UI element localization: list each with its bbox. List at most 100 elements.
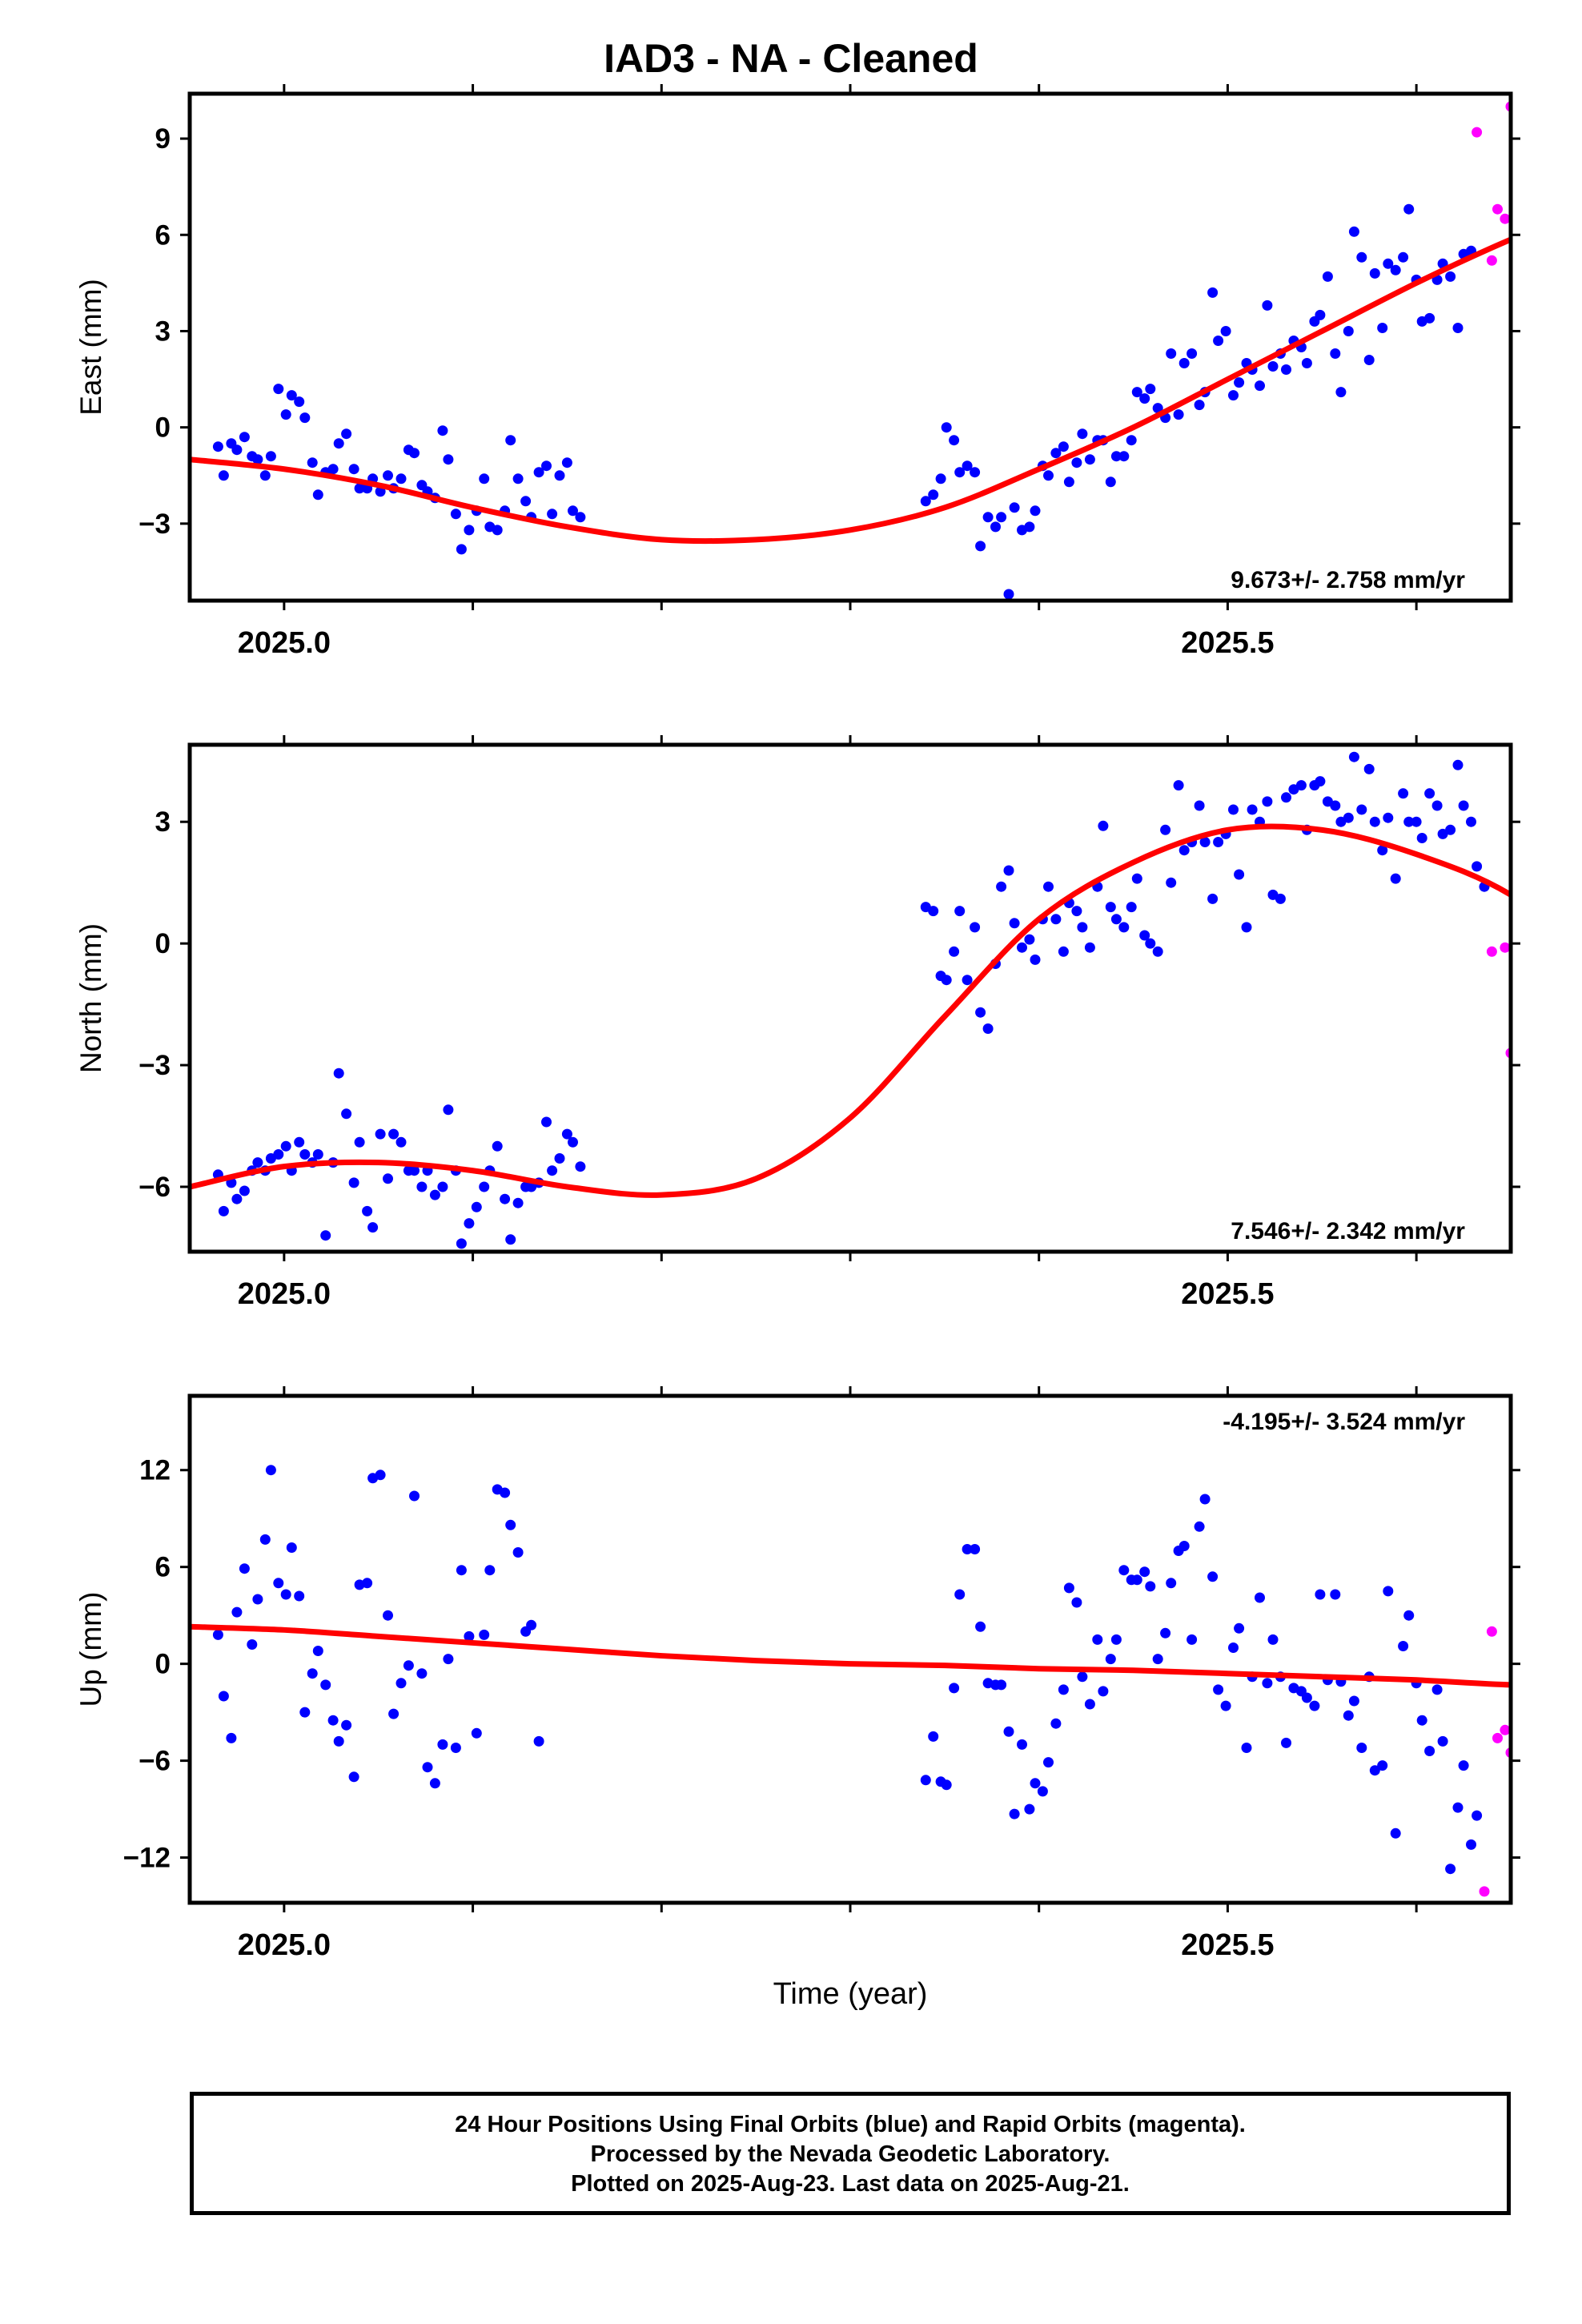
data-point (1369, 1765, 1380, 1776)
model-line (190, 823, 1511, 1198)
data-point (1356, 804, 1367, 815)
data-point (541, 460, 552, 472)
data-point (218, 1205, 229, 1216)
data-point (920, 496, 931, 507)
data-point (1560, 1031, 1571, 1042)
data-point (1398, 1641, 1409, 1651)
data-point (1519, 239, 1529, 250)
data-point (1377, 845, 1388, 856)
data-point (1255, 1592, 1265, 1603)
data-point (375, 486, 386, 497)
y-axis-label: Up (mm) (74, 1592, 107, 1707)
plot-frame (187, 742, 1513, 1254)
data-point (1024, 521, 1035, 533)
data-point (212, 441, 223, 452)
data-point (1017, 1739, 1027, 1750)
rate-label: 7.546+/- 2.342 mm/yr (1231, 1218, 1465, 1244)
data-point (1424, 788, 1435, 799)
data-point (1348, 226, 1359, 237)
data-point (362, 1205, 373, 1216)
data-point (252, 1157, 263, 1168)
data-point (568, 1136, 578, 1148)
y-tick-label: 3 (155, 316, 171, 347)
data-point (383, 1610, 393, 1621)
data-point (1131, 387, 1142, 398)
data-point (1024, 1803, 1035, 1815)
data-point (1105, 1654, 1116, 1665)
data-point (1437, 828, 1448, 839)
data-point (1255, 380, 1265, 392)
data-point (970, 922, 981, 933)
data-point (1534, 1562, 1544, 1572)
y-tick-label: −6 (139, 1746, 171, 1777)
data-point (231, 1606, 243, 1618)
data-point (1301, 358, 1312, 368)
data-point (471, 1727, 482, 1739)
data-point (492, 1140, 503, 1152)
data-point (1348, 1695, 1359, 1707)
data-point (1043, 1757, 1054, 1768)
data-point (312, 489, 323, 501)
data-point (484, 1565, 496, 1576)
data-point (1050, 1718, 1062, 1729)
data-point (1322, 271, 1333, 282)
data-point (1220, 326, 1231, 336)
data-point (1288, 784, 1299, 795)
data-point (1534, 179, 1544, 189)
data-point (464, 1630, 475, 1642)
data-point (505, 1519, 516, 1530)
y-tick-label: 3 (155, 806, 171, 838)
data-point (1526, 1463, 1536, 1474)
data-point (320, 1679, 331, 1691)
data-point (239, 1563, 250, 1574)
data-point (554, 470, 565, 481)
data-point (1547, 127, 1557, 138)
data-point (333, 1735, 344, 1747)
data-point (1207, 287, 1219, 298)
data-point (1526, 906, 1536, 916)
data-point (500, 1487, 511, 1498)
data-point (409, 1165, 420, 1176)
data-point (561, 1128, 572, 1140)
data-point (1513, 1542, 1524, 1553)
data-point (1050, 914, 1062, 925)
data-point (962, 460, 973, 472)
data-point (1390, 264, 1401, 275)
data-point (1030, 1778, 1041, 1789)
data-point (259, 470, 271, 481)
data-point (975, 1621, 986, 1632)
y-tick-label: 6 (155, 219, 171, 251)
data-point (1500, 942, 1511, 953)
data-point (1377, 323, 1388, 333)
y-tick-label: 0 (155, 928, 171, 959)
data-point (1445, 1864, 1456, 1875)
plot-area (190, 751, 1571, 1249)
data-point (1139, 930, 1150, 941)
data-point (1131, 1574, 1142, 1586)
data-point (383, 470, 393, 481)
data-point (1194, 1521, 1205, 1532)
data-point (1281, 1737, 1291, 1748)
data-point (949, 435, 960, 446)
data-point (1220, 1700, 1231, 1711)
data-point (403, 1660, 414, 1671)
data-point (1043, 881, 1054, 892)
rate-label: -4.195+/- 3.524 mm/yr (1223, 1409, 1465, 1435)
y-tick-label: 9 (155, 123, 171, 155)
data-point (1416, 1715, 1427, 1726)
data-point (1194, 800, 1205, 811)
data-point (286, 1542, 297, 1553)
data-point (1267, 361, 1279, 372)
data-point (231, 444, 243, 456)
data-point (320, 1230, 331, 1241)
data-point (1315, 776, 1326, 787)
data-point (1118, 1565, 1130, 1576)
data-point (231, 1193, 243, 1204)
data-point (1281, 364, 1291, 375)
data-point (533, 1735, 544, 1747)
data-point (1050, 448, 1062, 459)
data-point (1110, 914, 1122, 925)
data-point (1228, 1642, 1239, 1653)
rate-label: 9.673+/- 2.758 mm/yr (1231, 567, 1465, 593)
data-point (1547, 1076, 1557, 1087)
